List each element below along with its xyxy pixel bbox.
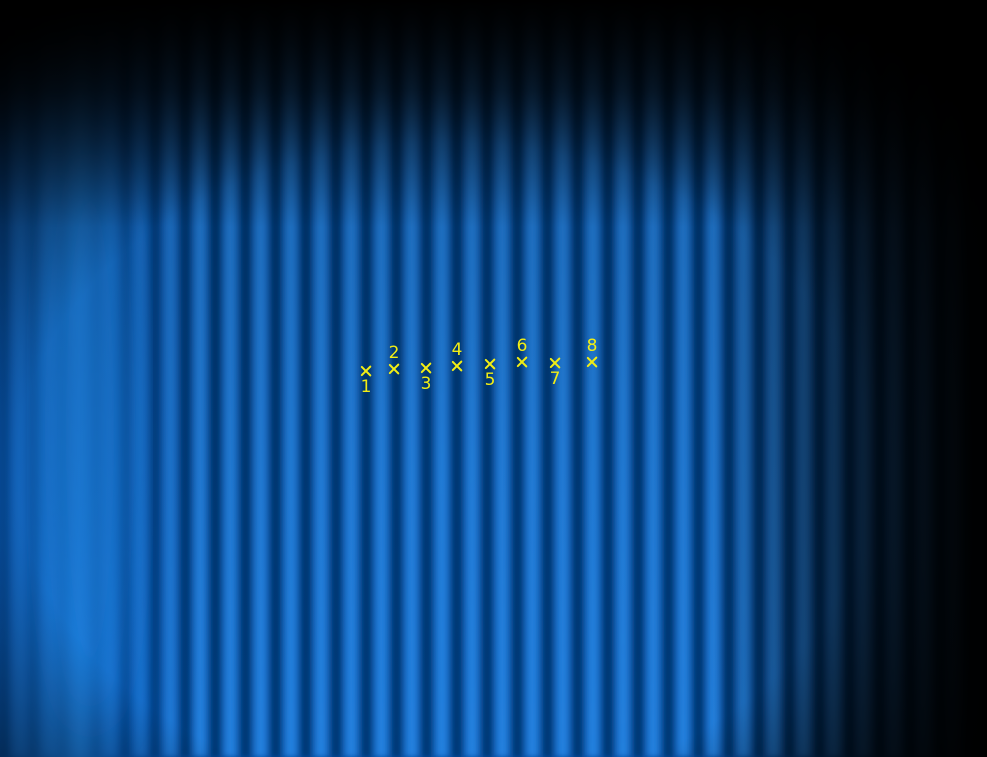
cross-mark-icon [387,363,401,375]
fringe-marker-3: 3 [411,338,441,398]
cross-mark-icon [359,365,373,377]
marker-label: 7 [549,369,561,389]
marker-label: 4 [451,340,463,360]
marker-label: 3 [420,374,432,394]
marker-label: 2 [388,343,400,363]
marker-label: 1 [360,377,372,397]
cross-mark-icon [515,356,529,368]
cross-mark-icon [548,357,562,369]
cross-mark-icon [483,358,497,370]
cross-mark-icon [585,356,599,368]
fringe-marker-5: 5 [475,334,505,394]
fringe-marker-1: 1 [351,341,381,401]
fringe-marker-7: 7 [540,333,570,393]
fringe-marker-4: 4 [442,336,472,396]
cross-mark-icon [450,360,464,372]
cross-mark-icon [419,362,433,374]
fringe-marker-2: 2 [379,339,409,399]
marker-label: 5 [484,370,496,390]
fringe-marker-8: 8 [577,332,607,392]
marker-label: 8 [586,336,598,356]
marker-label: 6 [516,336,528,356]
fringe-marker-6: 6 [507,332,537,392]
